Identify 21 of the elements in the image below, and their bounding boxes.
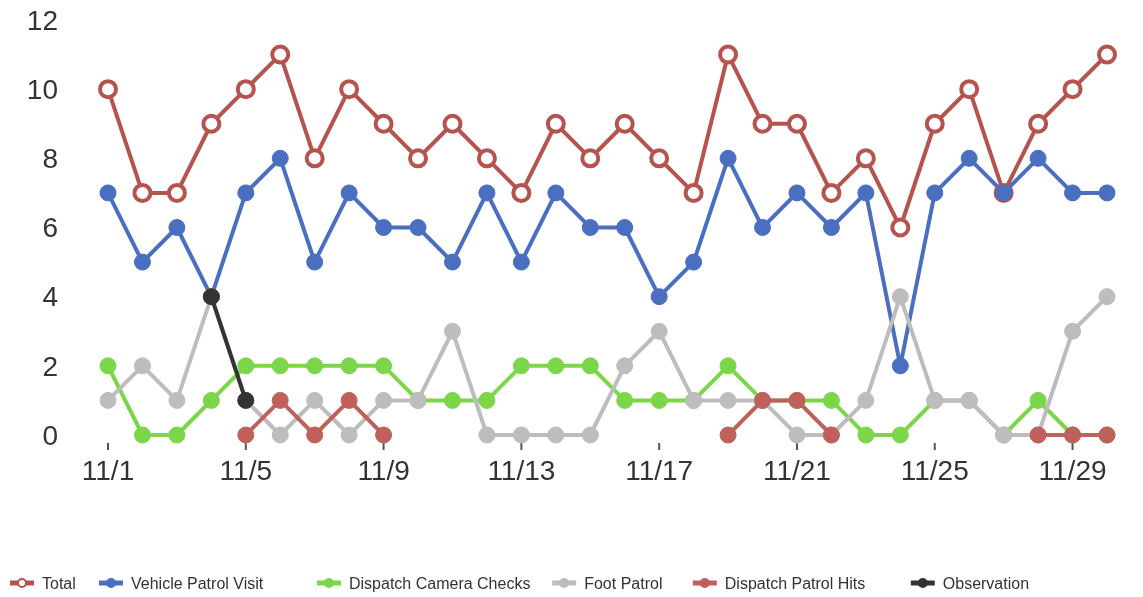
x-tick-label: 11/29 (1038, 455, 1107, 486)
x-tick-label: 11/9 (357, 455, 410, 486)
y-tick-label: 8 (42, 143, 58, 175)
x-tick-label: 11/5 (219, 455, 272, 486)
x-tick-label: 11/1 (81, 455, 135, 486)
legend-label: Vehicle Patrol Visit (131, 574, 264, 592)
legend-label: Dispatch Patrol Hits (724, 574, 866, 592)
y-tick-label: 0 (42, 419, 58, 451)
y-tick-label: 6 (42, 212, 58, 244)
y-tick-label: 12 (26, 4, 58, 36)
y-tick-label: 2 (42, 350, 58, 382)
y-tick-label: 4 (42, 281, 58, 313)
legend-label: Total (42, 574, 76, 592)
y-tick-label: 10 (26, 73, 58, 105)
legend-label: Dispatch Camera Checks (349, 574, 531, 592)
legend-label: Observation (942, 574, 1030, 592)
x-tick-label: 11/17 (625, 455, 694, 486)
x-tick-label: 11/21 (762, 455, 831, 486)
legend-label: Foot Patrol (584, 574, 663, 592)
x-tick-label: 11/13 (487, 455, 556, 486)
x-tick-label: 11/25 (900, 455, 969, 486)
